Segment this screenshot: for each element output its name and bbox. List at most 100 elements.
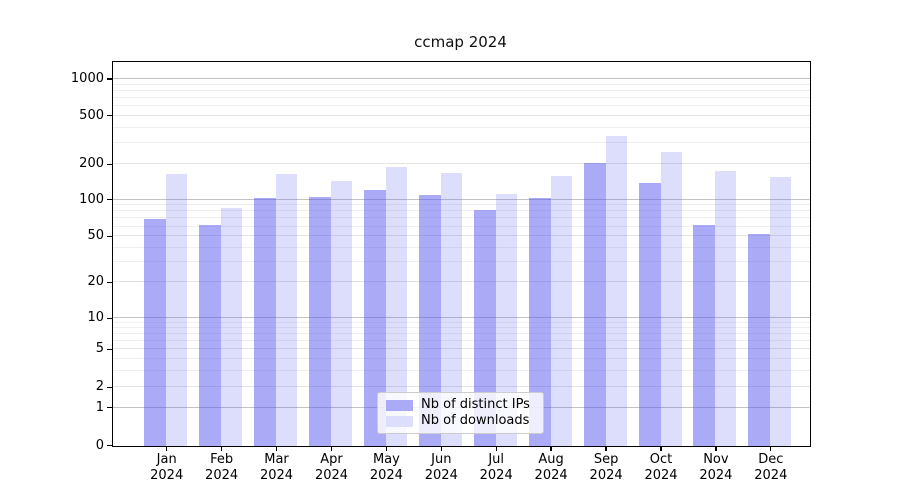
gridline-300 [113,141,810,143]
gridline-1000 [113,78,810,79]
x-tick-mark-jan [166,446,168,451]
gridline-90 [113,204,810,206]
x-tick-label-jun: Jun 2024 [424,452,458,483]
bar-ips-dec [748,233,771,446]
y-tick-mark-100 [107,198,113,201]
x-tick-mark-jul [495,446,497,451]
gridline-10 [113,317,810,319]
y-tick-mark-1 [107,407,113,409]
x-tick-mark-feb [220,446,223,451]
gridline-20 [113,281,810,283]
x-tick-mark-mar [275,446,278,451]
legend: Nb of distinct IPs Nb of downloads [377,392,544,434]
y-tick-label-0: 0 [95,437,104,453]
x-tick-label-jul: Jul 2024 [479,452,513,483]
bar-downloads-jan [166,174,188,446]
bar-downloads-jun [440,172,462,446]
x-tick-label-mar: Mar 2024 [259,452,294,483]
gridline-6 [113,340,810,342]
x-tick-mark-aug [550,446,552,451]
y-tick-label-20: 20 [87,274,104,290]
y-tick-label-2: 2 [95,379,104,395]
bar-downloads-oct [660,151,682,446]
x-tick-mark-oct [660,446,662,451]
gridline-600 [113,105,810,106]
legend-item-distinct-ips: Nb of distinct IPs [386,398,535,412]
bar-ips-jan [144,218,167,446]
chart-title: ccmap 2024 [414,33,507,51]
plot-area: Nb of distinct IPs Nb of downloads [112,61,811,447]
bar-ips-mar [254,197,276,446]
x-tick-mark-may [385,446,388,451]
gridlines-layer [113,62,810,446]
gridline-800 [113,89,810,91]
y-tick-mark-20 [107,281,113,283]
gridline-100 [113,198,810,200]
gridline-80 [113,210,810,212]
y-tick-label-200: 200 [79,156,104,172]
bar-ips-jun [418,194,441,446]
y-tick-mark-200 [107,163,113,165]
legend-swatch-ips [386,399,413,411]
bar-downloads-nov [715,171,737,446]
bar-downloads-apr [331,180,352,446]
bar-ips-apr [309,197,331,446]
bar-ips-oct [638,183,661,446]
x-tick-mark-jun [440,446,442,451]
gridline-8 [113,327,810,329]
bar-downloads-may [385,166,407,446]
gridline-50 [113,235,810,237]
gridline-500 [113,114,810,116]
gridline-7 [113,333,810,335]
x-tick-mark-dec [770,446,772,451]
x-tick-label-jan: Jan 2024 [150,452,184,483]
y-tick-label-50: 50 [87,228,104,244]
bar-downloads-dec [770,176,792,446]
x-tick-label-apr: Apr 2024 [314,452,349,483]
y-tick-mark-10 [107,317,113,319]
y-tick-mark-50 [107,235,113,237]
gridline-5 [113,348,810,350]
x-tick-label-feb: Feb 2024 [205,452,239,483]
gridline-9 [113,322,810,323]
bars-layer [113,62,810,446]
y-tick-label-10: 10 [87,310,104,326]
x-tick-mark-apr [330,446,333,451]
legend-swatch-downloads [386,415,413,427]
bar-downloads-feb [221,208,243,446]
y-tick-mark-500 [107,115,113,117]
x-tick-mark-nov [715,446,717,451]
gridline-70 [113,217,810,219]
x-tick-label-oct: Oct 2024 [644,452,678,483]
bar-ips-jul [473,209,496,446]
gridline-30 [113,260,810,262]
x-tick-label-sep: Sep 2024 [589,452,623,483]
x-tick-label-may: May 2024 [369,452,403,483]
y-tick-mark-5 [107,348,113,350]
gridline-2 [113,386,810,388]
x-tick-mark-sep [605,446,607,451]
bar-downloads-sep [605,135,627,446]
gridline-700 [113,96,810,98]
legend-label-downloads: Nb of downloads [421,413,530,428]
x-tick-label-nov: Nov 2024 [699,452,733,483]
gridline-4 [113,357,810,359]
bar-downloads-aug [550,176,572,446]
y-tick-label-100: 100 [79,191,104,207]
legend-item-downloads: Nb of downloads [386,414,535,428]
y-tick-mark-1000 [107,78,113,80]
gridline-60 [113,225,810,227]
gridline-3 [113,369,810,371]
gridline-400 [113,126,810,128]
gridline-40 [113,246,810,248]
legend-label-ips: Nb of distinct IPs [421,397,530,412]
y-tick-label-1: 1 [95,399,104,415]
bar-ips-may [363,189,386,446]
y-tick-label-1000: 1000 [70,71,104,86]
y-tick-mark-0 [107,444,113,447]
bar-ips-nov [693,225,716,446]
bar-ips-feb [199,225,222,446]
y-tick-mark-2 [107,386,113,388]
x-tick-label-aug: Aug 2024 [534,452,568,483]
